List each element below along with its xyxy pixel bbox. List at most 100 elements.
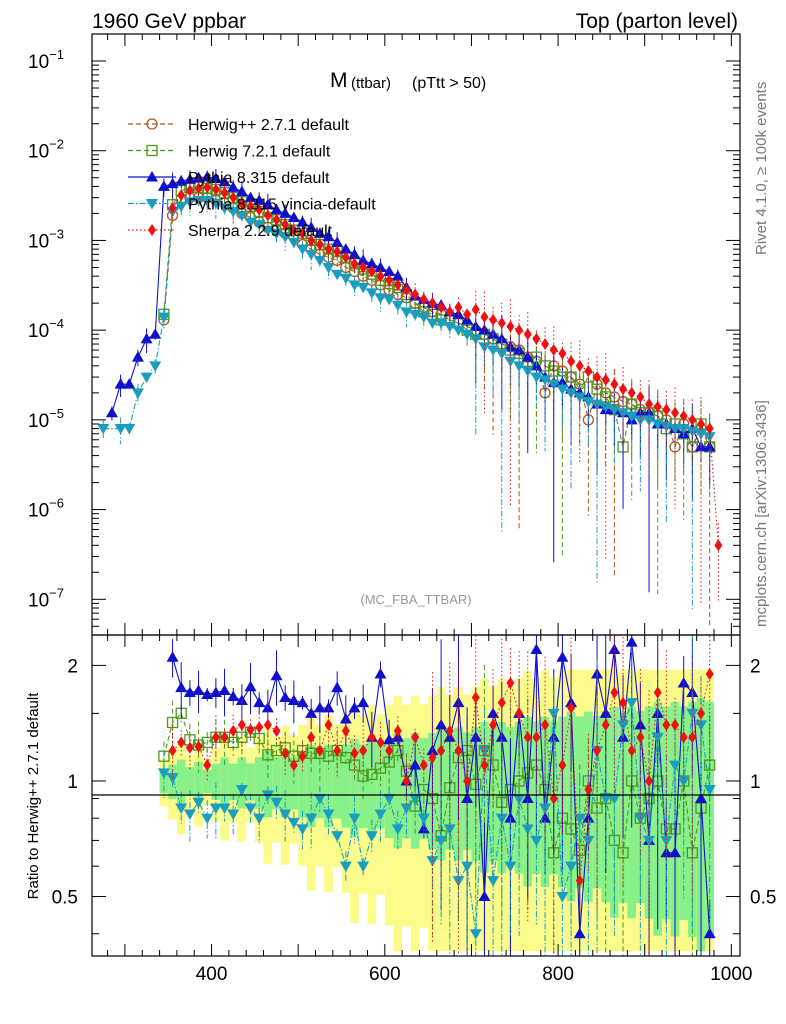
data-point — [478, 342, 491, 353]
ratio-point — [272, 724, 281, 737]
series-line-herwig7 — [163, 186, 711, 449]
data-point — [374, 293, 387, 304]
ratio-point — [556, 651, 569, 662]
ratio-point — [627, 744, 636, 757]
plot-title-cut: (pTtt > 50) — [412, 75, 486, 92]
data-point — [331, 269, 344, 281]
legend-entry-pythia: Pythia 8.315 default — [128, 170, 330, 187]
data-point — [209, 172, 222, 184]
data-point — [331, 236, 344, 247]
axes-layer: 400 600 800 1000 10−1 10−2 10−3 10−4 10−5 10−6 10−… — [28, 33, 776, 985]
ratio-point — [703, 927, 716, 939]
data-point — [192, 195, 205, 207]
ratio-point — [201, 813, 214, 825]
ratio-point — [547, 708, 560, 720]
ratio-point — [341, 724, 350, 737]
data-point — [357, 282, 370, 294]
ratio-point — [177, 736, 186, 749]
data-point — [227, 207, 240, 218]
plot-title-main: M — [330, 69, 348, 92]
ratio-point — [357, 696, 370, 708]
ratio-point — [402, 774, 411, 787]
data-point — [272, 213, 281, 226]
data-point — [454, 301, 463, 314]
band-green — [202, 769, 212, 794]
ratio-point — [556, 892, 569, 903]
band-green — [254, 757, 264, 809]
ratio-uncertainty-bands — [159, 669, 715, 952]
data-point — [341, 251, 350, 264]
header-right: Top (parton level) — [576, 10, 738, 33]
band-green — [211, 763, 221, 800]
data-point — [149, 328, 162, 339]
band-green — [246, 763, 255, 801]
data-point — [263, 209, 272, 222]
data-point — [253, 194, 266, 205]
data-point — [419, 293, 428, 306]
ratio-point — [305, 707, 318, 718]
ratio-point — [417, 822, 430, 834]
x-tick-label: 1000 — [710, 964, 752, 985]
data-point — [558, 347, 567, 360]
ratio-y-tick-label-right: 0.5 — [750, 888, 776, 909]
data-point — [365, 288, 378, 299]
data-point — [428, 297, 437, 310]
ratio-point — [521, 824, 534, 835]
x-tick-label: 400 — [196, 964, 228, 985]
series-herwig7 — [158, 178, 716, 596]
legend-marker — [146, 118, 158, 130]
ratio-point — [567, 701, 576, 714]
data-point — [211, 183, 220, 196]
y-tick-label: 10−3 — [28, 226, 64, 252]
ratio-point — [634, 813, 647, 825]
data-point — [261, 198, 274, 210]
ratio-point — [653, 686, 662, 699]
data-point — [235, 185, 248, 197]
ratio-point — [705, 667, 714, 680]
ratio-point — [383, 794, 396, 805]
data-point — [131, 351, 144, 362]
data-point — [298, 227, 307, 240]
analysis-tag: (MC_FBA_TTBAR) — [360, 592, 471, 607]
ratio-point — [203, 759, 212, 772]
ratio-point — [350, 747, 359, 760]
data-point — [515, 324, 524, 337]
data-point — [339, 243, 352, 254]
ratio-point — [367, 731, 376, 744]
data-point — [227, 181, 240, 192]
ratio-point — [339, 713, 352, 724]
data-point — [322, 262, 335, 274]
ratio-series-sherpa — [168, 635, 714, 956]
data-point — [192, 171, 205, 183]
data-point — [409, 309, 422, 321]
ratio-y-tick-label-right: 2 — [750, 656, 761, 677]
data-point — [177, 189, 186, 202]
data-point — [194, 182, 203, 195]
ratio-point — [697, 707, 706, 720]
data-point — [220, 186, 229, 199]
data-point — [619, 383, 628, 396]
ratio-point — [365, 831, 378, 842]
data-point — [367, 265, 376, 278]
ratio-point — [393, 724, 402, 737]
data-point — [452, 325, 465, 337]
ratio-point — [305, 813, 318, 825]
data-point — [584, 365, 593, 378]
data-point — [281, 218, 290, 231]
ratio-point — [376, 736, 385, 749]
rivet-label: Rivet 4.1.0, ≥ 100k events — [753, 82, 770, 255]
ratio-line-vincia — [163, 702, 711, 934]
ratio-point — [270, 669, 283, 681]
ratio-point — [530, 835, 543, 847]
data-point — [539, 375, 552, 386]
data-point — [229, 191, 238, 204]
ratio-line-herwig7 — [163, 712, 711, 855]
ratio-point — [263, 718, 272, 731]
data-point — [279, 232, 292, 243]
data-point — [339, 273, 352, 285]
data-point — [452, 308, 465, 319]
ratio-point — [279, 691, 292, 702]
data-point — [279, 207, 292, 218]
ratio-point — [679, 731, 688, 744]
ratio-point — [452, 696, 465, 708]
